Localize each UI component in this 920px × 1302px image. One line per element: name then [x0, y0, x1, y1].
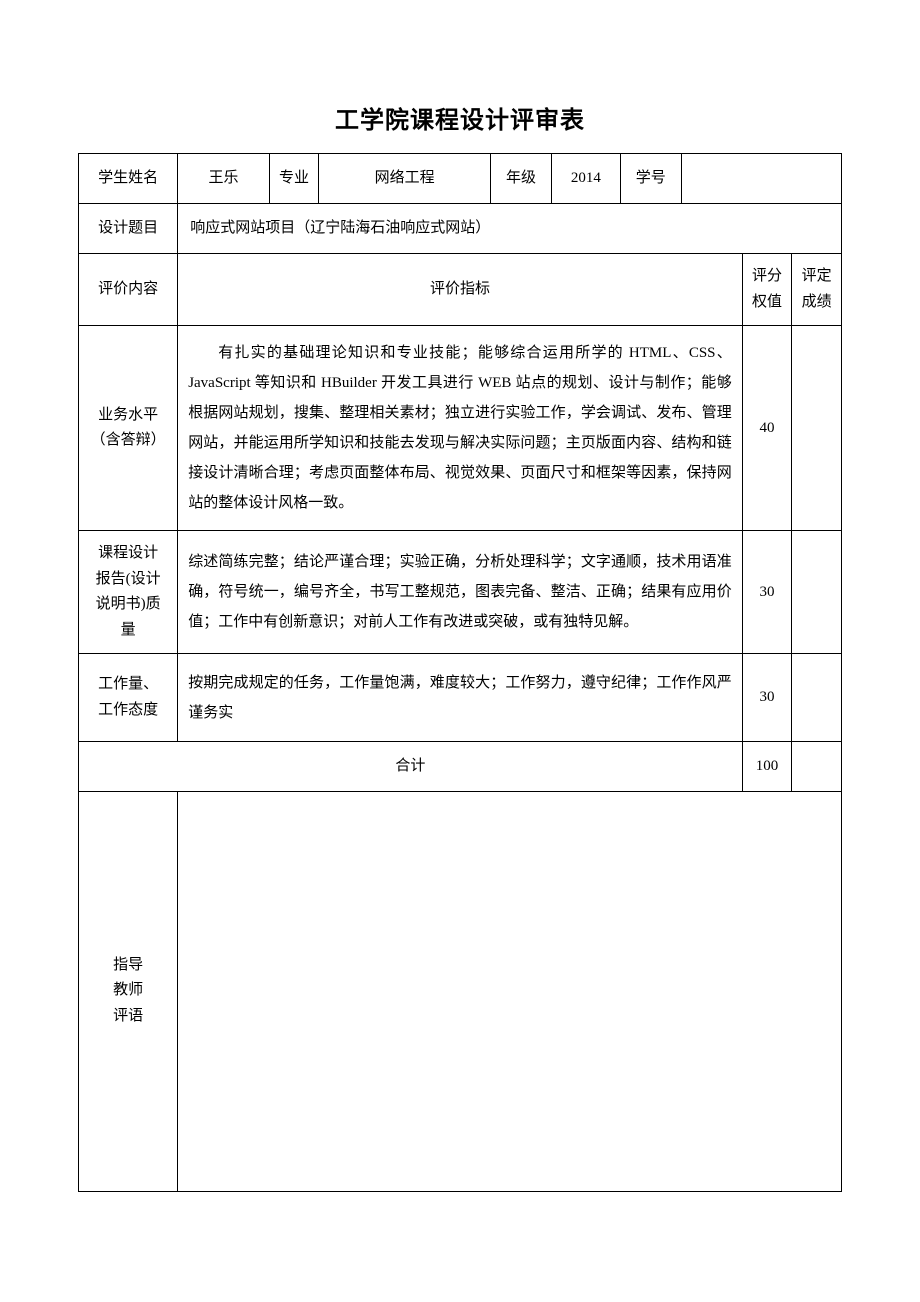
major-value: 网络工程 [319, 154, 491, 204]
student-id-label: 学号 [620, 154, 681, 204]
eval-score-label: 评定 成绩 [792, 254, 842, 326]
student-info-row: 学生姓名 王乐 专业 网络工程 年级 2014 学号 [79, 154, 842, 204]
criteria-1-score [792, 326, 842, 531]
criteria-3-label-line1: 工作量、 [98, 676, 158, 692]
criteria-row-1: 业务水平 （含答辩） 有扎实的基础理论知识和专业技能；能够综合运用所学的 HTM… [79, 326, 842, 531]
eval-indicator-label: 评价指标 [178, 254, 743, 326]
evaluation-table: 学生姓名 王乐 专业 网络工程 年级 2014 学号 设计题目 响应式网站项目（… [78, 153, 842, 1192]
total-weight: 100 [742, 742, 792, 792]
total-score [792, 742, 842, 792]
criteria-3-weight: 30 [742, 654, 792, 742]
topic-value: 响应式网站项目（辽宁陆海石油响应式网站） [178, 204, 842, 254]
major-label: 专业 [269, 154, 319, 204]
weight-label-line2: 权值 [752, 294, 782, 310]
student-name-label: 学生姓名 [79, 154, 178, 204]
criteria-1-description: 有扎实的基础理论知识和专业技能；能够综合运用所学的 HTML、CSS、JavaS… [178, 326, 743, 531]
criteria-3-description: 按期完成规定的任务，工作量饱满，难度较大；工作努力，遵守纪律；工作作风严谨务实 [178, 654, 743, 742]
eval-content-label: 评价内容 [79, 254, 178, 326]
criteria-2-label: 课程设计 报告(设计 说明书)质 量 [79, 531, 178, 654]
score-label-line1: 评定 [802, 268, 832, 284]
weight-label-line1: 评分 [752, 268, 782, 284]
criteria-2-label-line3: 说明书)质 [96, 596, 161, 612]
topic-label: 设计题目 [79, 204, 178, 254]
criteria-1-label: 业务水平 （含答辩） [79, 326, 178, 531]
total-label: 合计 [79, 742, 743, 792]
total-row: 合计 100 [79, 742, 842, 792]
criteria-1-label-line1: 业务水平 [98, 407, 158, 423]
criteria-3-label-line2: 工作态度 [98, 702, 158, 718]
criteria-1-desc-text: 有扎实的基础理论知识和专业技能；能够综合运用所学的 HTML、CSS、JavaS… [188, 338, 732, 518]
topic-row: 设计题目 响应式网站项目（辽宁陆海石油响应式网站） [79, 204, 842, 254]
criteria-2-label-line4: 量 [121, 622, 136, 638]
comments-content [178, 791, 842, 1191]
score-label-line2: 成绩 [802, 294, 832, 310]
criteria-row-3: 工作量、 工作态度 按期完成规定的任务，工作量饱满，难度较大；工作努力，遵守纪律… [79, 654, 842, 742]
criteria-2-label-line1: 课程设计 [98, 545, 158, 561]
criteria-3-label: 工作量、 工作态度 [79, 654, 178, 742]
grade-label: 年级 [491, 154, 552, 204]
criteria-3-score [792, 654, 842, 742]
criteria-2-score [792, 531, 842, 654]
criteria-2-label-line2: 报告(设计 [96, 571, 161, 587]
eval-header-row: 评价内容 评价指标 评分 权值 评定 成绩 [79, 254, 842, 326]
comments-label-line3: 评语 [113, 1008, 143, 1024]
page-title: 工学院课程设计评审表 [78, 100, 842, 135]
criteria-2-weight: 30 [742, 531, 792, 654]
criteria-2-description: 综述简练完整；结论严谨合理；实验正确，分析处理科学；文字通顺，技术用语准确，符号… [178, 531, 743, 654]
eval-weight-label: 评分 权值 [742, 254, 792, 326]
comments-label-line1: 指导 [113, 957, 143, 973]
student-id-value [681, 154, 841, 204]
criteria-1-label-line2: （含答辩） [91, 432, 166, 448]
comments-label-line2: 教师 [113, 982, 143, 998]
grade-value: 2014 [552, 154, 621, 204]
criteria-1-weight: 40 [742, 326, 792, 531]
criteria-row-2: 课程设计 报告(设计 说明书)质 量 综述简练完整；结论严谨合理；实验正确，分析… [79, 531, 842, 654]
student-name-value: 王乐 [178, 154, 270, 204]
comments-row: 指导 教师 评语 [79, 791, 842, 1191]
comments-label: 指导 教师 评语 [79, 791, 178, 1191]
